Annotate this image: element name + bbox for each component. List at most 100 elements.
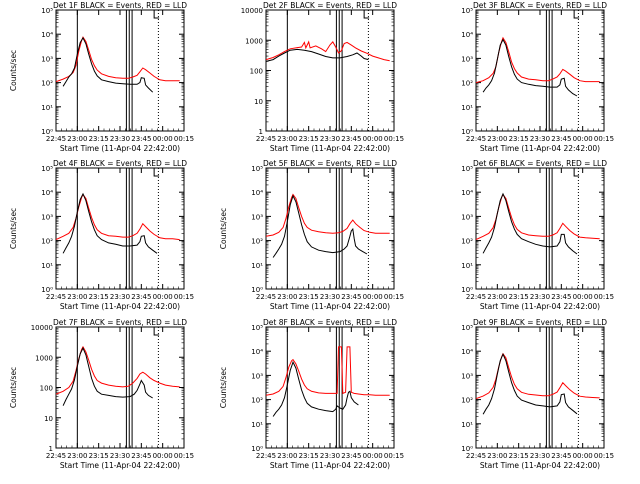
x-tick-label: 22:45 (256, 135, 276, 143)
y-axis-label: Counts/sec (9, 367, 18, 408)
x-tick-label: 23:00 (487, 452, 507, 460)
x-tick-label: 23:45 (341, 452, 361, 460)
panel-title: Det 1F BLACK = Events, RED = LLD (53, 1, 187, 10)
x-tick-label: 23:00 (277, 135, 297, 143)
x-tick-label: 23:45 (131, 293, 151, 301)
series-lld-line (56, 36, 180, 83)
x-tick-label: 23:15 (509, 452, 529, 460)
x-tick-label: 00:15 (174, 452, 194, 460)
x-tick-label: 23:30 (320, 135, 340, 143)
series-lld-line (476, 36, 600, 84)
panel-8: 10⁰ 10¹ 10² 10³ 10⁴ 10⁵ 22:45 23:00 23:15 23:30 23… (219, 318, 404, 470)
x-tick-label: 23:45 (131, 452, 151, 460)
x-tick-label: 23:30 (320, 293, 340, 301)
x-tick-label: 00:00 (153, 135, 173, 143)
series-events-line (482, 192, 578, 255)
y-tick-label: 10⁴ (461, 31, 473, 39)
x-tick-label: 00:15 (594, 293, 614, 301)
x-tick-label: 22:45 (466, 293, 486, 301)
series-lld-line (266, 193, 390, 237)
series-lld-line (56, 193, 180, 241)
x-tick-label: 22:45 (466, 452, 486, 460)
x-tick-label: 00:15 (174, 293, 194, 301)
x-tick-label: 23:15 (89, 452, 109, 460)
y-tick-label: 1 (259, 128, 263, 136)
panel-title: Det 4F BLACK = Events, RED = LLD (53, 159, 187, 168)
x-tick-label: 23:30 (530, 293, 550, 301)
x-tick-label: 23:00 (67, 452, 87, 460)
plot-frame (475, 167, 605, 290)
x-tick-label: 00:00 (153, 293, 173, 301)
series-events-line (62, 192, 158, 254)
plot-frame (55, 326, 185, 449)
panel-5: 10⁰ 10¹ 10² 10³ 10⁴ 10⁵ 22:45 23:00 23:15 23:30 23… (219, 159, 404, 311)
series-lld-line (476, 193, 600, 241)
x-tick-label: 23:45 (551, 293, 571, 301)
y-tick-label: 10³ (461, 372, 473, 380)
series-lld-line (476, 352, 600, 400)
x-tick-label: 22:45 (46, 293, 66, 301)
x-tick-label: 22:45 (46, 452, 66, 460)
x-tick-label: 23:15 (299, 293, 319, 301)
x-tick-label: 00:00 (573, 293, 593, 301)
panel-9: 10⁰ 10¹ 10² 10³ 10⁴ 10⁵ 22:45 23:00 23:15 23:30 23… (461, 318, 614, 470)
y-axis-label: Counts/sec (219, 208, 228, 249)
plot-frame (265, 167, 395, 290)
x-tick-label: 23:00 (487, 135, 507, 143)
plot-frame (265, 326, 395, 449)
y-tick-label: 10³ (251, 213, 263, 221)
time-marker-bracket (573, 10, 580, 19)
y-tick-label: 10⁵ (461, 324, 473, 332)
y-tick-label: 10² (461, 80, 473, 88)
x-axis-label: Start Time (11-Apr-04 22:42:00) (270, 302, 390, 311)
series-events-line (62, 346, 153, 406)
panel-title: Det 9F BLACK = Events, RED = LLD (473, 318, 607, 327)
x-tick-label: 22:45 (46, 135, 66, 143)
y-tick-label: 10³ (41, 55, 53, 63)
y-tick-label: 10¹ (41, 104, 53, 112)
y-tick-label: 10⁰ (461, 286, 473, 294)
x-axis-label: Start Time (11-Apr-04 22:42:00) (480, 302, 600, 311)
x-tick-label: 23:00 (277, 452, 297, 460)
y-tick-label: 10⁰ (41, 128, 53, 136)
y-tick-label: 10⁵ (41, 7, 53, 15)
x-tick-label: 23:15 (89, 135, 109, 143)
time-marker-bracket (363, 10, 370, 19)
series-lld-line (266, 40, 390, 62)
x-tick-label: 23:30 (110, 135, 130, 143)
x-tick-label: 23:30 (110, 293, 130, 301)
x-tick-label: 23:00 (67, 293, 87, 301)
series-events-line (482, 352, 578, 415)
panel-2: 1 10 100 1000 10000 22:45 23:00 23:15 23:30 23:45… (241, 1, 404, 153)
y-tick-label: 100 (40, 385, 53, 393)
time-marker-bracket (153, 168, 160, 177)
y-tick-label: 10² (251, 238, 263, 246)
panel-title: Det 7F BLACK = Events, RED = LLD (53, 318, 187, 327)
y-tick-label: 10⁴ (41, 31, 53, 39)
y-tick-label: 10⁵ (461, 165, 473, 173)
y-tick-label: 1000 (35, 354, 53, 362)
y-tick-label: 10¹ (461, 104, 473, 112)
x-tick-label: 00:00 (363, 293, 383, 301)
plot-frame (55, 167, 185, 290)
panel-3: 10⁰ 10¹ 10² 10³ 10⁴ 10⁵ 22:45 23:00 23:15 23:30 23… (461, 1, 614, 153)
y-axis-label: Counts/sec (9, 208, 18, 249)
x-tick-label: 23:45 (341, 135, 361, 143)
y-tick-label: 10³ (461, 213, 473, 221)
y-tick-label: 10⁴ (41, 189, 53, 197)
y-tick-label: 1 (49, 445, 53, 453)
time-marker-bracket (153, 10, 160, 19)
x-tick-label: 23:15 (89, 293, 109, 301)
panel-title: Det 8F BLACK = Events, RED = LLD (263, 318, 397, 327)
time-marker-bracket (363, 327, 370, 336)
x-tick-label: 23:15 (299, 452, 319, 460)
y-tick-label: 10⁴ (251, 189, 263, 197)
x-tick-label: 00:15 (384, 452, 404, 460)
y-tick-label: 10¹ (251, 421, 263, 429)
y-tick-label: 10² (461, 238, 473, 246)
x-tick-label: 00:15 (384, 293, 404, 301)
time-marker-bracket (573, 168, 580, 177)
x-tick-label: 00:15 (594, 452, 614, 460)
